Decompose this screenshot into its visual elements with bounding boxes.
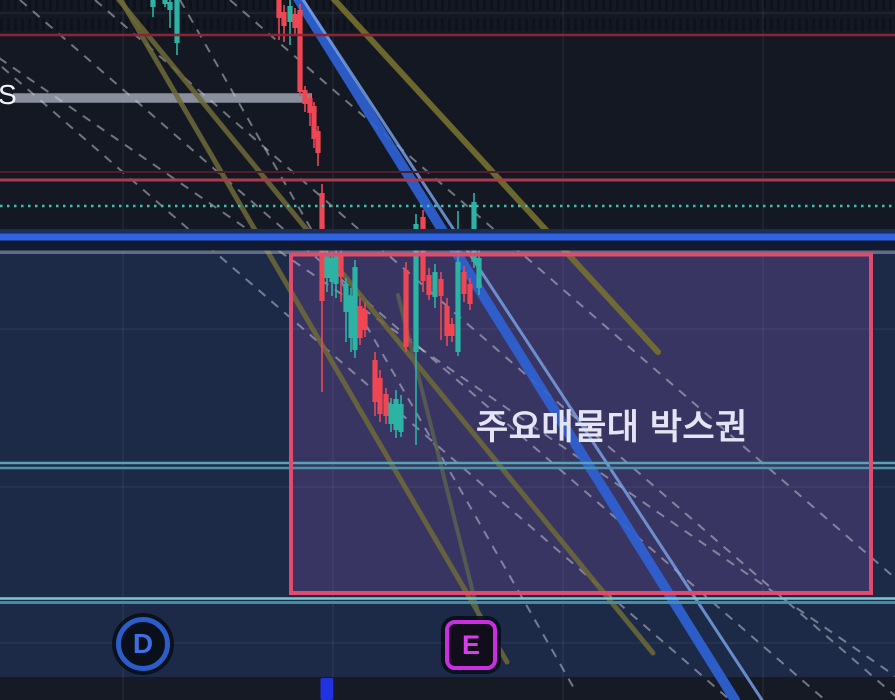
left-edge-price-label: S: [0, 79, 17, 110]
drawing-badge-d[interactable]: D: [116, 617, 170, 671]
bottom-gutter-band: [0, 677, 895, 700]
supply-zone-box-border[interactable]: [289, 252, 873, 595]
dashed-channel-line[interactable]: [179, 0, 576, 691]
supply-zone-box-label: 주요매물대 박스권: [476, 408, 748, 447]
candle-body: [338, 253, 344, 277]
candle-body: [292, 14, 298, 28]
candle-body: [426, 275, 432, 295]
candle-body: [287, 6, 293, 22]
candle-body: [297, 10, 303, 92]
olive-trendline[interactable]: [396, 293, 494, 670]
candle-body: [377, 378, 383, 414]
blue-trendline[interactable]: [293, 0, 740, 700]
timeline-marker[interactable]: [320, 678, 334, 700]
olive-trendline[interactable]: [115, 0, 656, 656]
blue-trendline-thin[interactable]: [298, 0, 764, 700]
faded-bar-texture: [0, 18, 895, 31]
candle-body: [388, 404, 394, 424]
blue-price-band: [0, 233, 895, 241]
candle-body: [372, 360, 378, 402]
candle-body: [461, 272, 467, 294]
candle-body: [167, 2, 173, 10]
candle-body: [281, 12, 287, 26]
candle-body: [150, 0, 156, 7]
badge-e-letter: E: [461, 629, 480, 660]
candle-body: [329, 258, 335, 282]
olive-trendline[interactable]: [118, 0, 510, 665]
candle-body: [413, 224, 419, 352]
candle-body: [352, 267, 358, 350]
candle-body: [357, 306, 363, 338]
candle-body: [476, 258, 482, 288]
candle-body: [449, 324, 455, 336]
candle-body: [383, 394, 389, 416]
candle-body: [444, 306, 450, 336]
dashed-channel-line[interactable]: [94, 0, 895, 700]
candle-body: [311, 106, 317, 139]
candle-body: [307, 98, 313, 113]
candle-body: [315, 131, 321, 153]
candle-body: [174, 0, 180, 43]
blue-price-band: [0, 229, 895, 234]
drawing-badge-e[interactable]: E: [445, 620, 497, 670]
candle-body: [343, 284, 349, 312]
faded-bar-texture: [0, 0, 895, 10]
blue-price-band: [0, 240, 895, 251]
candle-body: [455, 262, 461, 352]
candle-body: [362, 310, 368, 330]
candle-body: [432, 272, 438, 297]
candle-body: [333, 255, 339, 284]
candle-body: [324, 256, 330, 278]
candle-body: [393, 399, 399, 430]
candle-body: [467, 284, 473, 304]
candle-body: [403, 270, 409, 347]
dashed-channel-line[interactable]: [229, 0, 895, 579]
candle-body: [348, 296, 354, 338]
candle-body: [302, 90, 308, 104]
candle-body: [162, 0, 168, 4]
olive-trendline[interactable]: [330, 0, 661, 355]
candle-body: [398, 404, 404, 432]
candle-body: [438, 279, 444, 296]
badge-d-letter: D: [132, 628, 154, 659]
candle-body: [276, 0, 282, 18]
